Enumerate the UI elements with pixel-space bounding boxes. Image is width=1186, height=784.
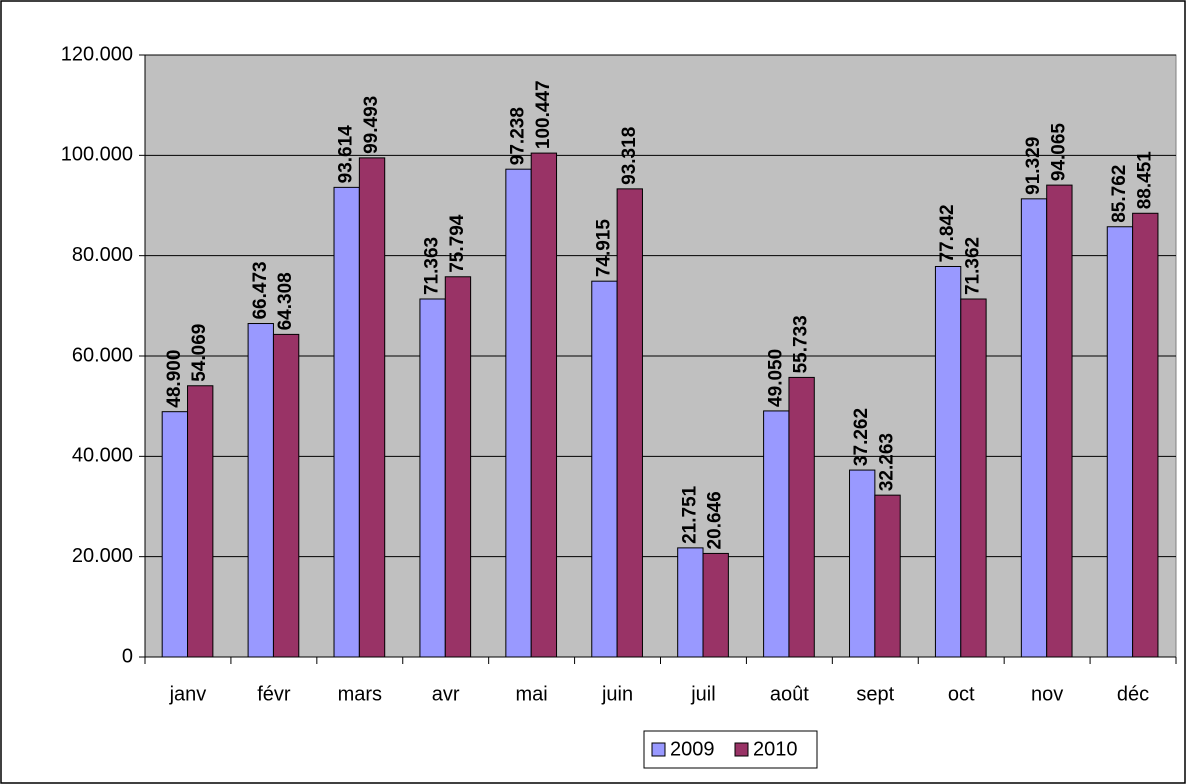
- bar: [874, 494, 901, 658]
- value-label: 71.363: [422, 237, 443, 295]
- bar: [530, 152, 558, 658]
- value-label: 74.915: [593, 219, 614, 278]
- bar: [161, 411, 189, 658]
- value-label: 88.451: [1134, 151, 1155, 210]
- y-tick-label: 80.000: [72, 244, 133, 266]
- bar: [187, 385, 214, 658]
- legend-label: 2010: [753, 738, 798, 760]
- value-label: 94.065: [1048, 123, 1069, 182]
- value-label: 97.238: [508, 107, 529, 165]
- legend-swatch: [651, 742, 666, 757]
- value-label: 64.308: [275, 272, 296, 330]
- bar: [591, 280, 618, 658]
- legend-swatch: [734, 742, 749, 757]
- bar: [763, 410, 790, 658]
- value-label: 91.329: [1023, 137, 1044, 195]
- x-tick-label: août: [770, 683, 809, 705]
- bar: [1106, 226, 1134, 658]
- bar: [849, 469, 876, 658]
- bar: [419, 298, 446, 658]
- bar: [1020, 198, 1048, 658]
- value-label: 75.794: [447, 214, 468, 273]
- value-label: 71.362: [962, 237, 983, 295]
- x-tick-label: févr: [257, 683, 291, 705]
- y-tick-label: 20.000: [72, 545, 133, 567]
- value-label: 54.069: [189, 324, 210, 382]
- x-tick-label: mai: [516, 683, 548, 705]
- bar: [677, 547, 704, 658]
- legend-label: 2009: [670, 738, 715, 760]
- bar: [333, 186, 360, 658]
- bar: [505, 168, 532, 658]
- value-label: 48.900: [164, 350, 185, 408]
- x-tick-label: oct: [948, 683, 975, 705]
- x-tick-label: juil: [690, 683, 715, 705]
- bar: [960, 298, 987, 658]
- x-tick-label: nov: [1031, 683, 1063, 705]
- value-label: 20.646: [705, 491, 726, 549]
- value-label: 93.614: [336, 125, 357, 184]
- y-tick-label: 120.000: [61, 43, 133, 65]
- value-label: 77.842: [937, 204, 958, 262]
- y-tick-label: 60.000: [72, 344, 133, 366]
- y-tick-label: 100.000: [61, 144, 133, 166]
- value-label: 100.447: [533, 80, 554, 149]
- bar: [247, 323, 274, 658]
- x-tick-label: janv: [169, 683, 207, 705]
- value-label: 66.473: [250, 261, 271, 319]
- value-label: 37.262: [851, 408, 872, 466]
- x-tick-label: sept: [856, 683, 894, 705]
- bar: [358, 157, 386, 658]
- bar: [934, 265, 962, 658]
- bar: [702, 552, 729, 658]
- value-label: 85.762: [1109, 165, 1130, 223]
- bar: [272, 333, 300, 658]
- value-label: 21.751: [679, 485, 700, 544]
- value-label: 93.318: [619, 127, 640, 185]
- x-tick-label: avr: [432, 683, 460, 705]
- bar: [1046, 184, 1073, 658]
- x-tick-label: juin: [601, 683, 633, 705]
- bar: [788, 376, 815, 658]
- value-label: 55.733: [791, 315, 812, 373]
- value-label: 99.493: [361, 96, 382, 154]
- value-label: 32.263: [877, 433, 898, 491]
- bar: [444, 276, 472, 658]
- x-tick-label: déc: [1117, 683, 1149, 705]
- bar: [616, 188, 643, 658]
- legend-box: [643, 730, 818, 769]
- value-label: 49.050: [765, 349, 786, 407]
- y-tick-label: 40.000: [72, 445, 133, 467]
- x-tick-label: mars: [338, 683, 382, 705]
- bar: [1132, 212, 1159, 658]
- y-tick-label: 0: [122, 645, 133, 667]
